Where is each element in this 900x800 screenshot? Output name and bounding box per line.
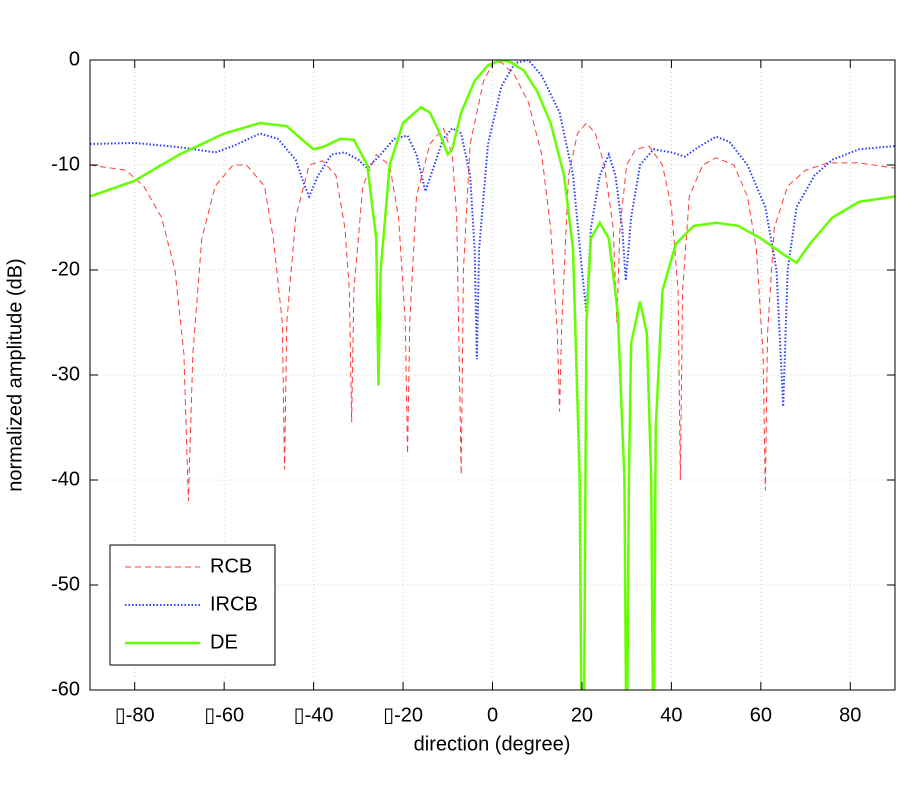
series-line: [90, 61, 895, 502]
y-tick-label: -20: [51, 258, 80, 280]
x-tick-label: ▯-20: [383, 704, 423, 726]
x-tick-label: 0: [487, 704, 498, 726]
x-tick-label: 60: [750, 704, 772, 726]
legend: RCB IRCB DE: [109, 544, 276, 666]
y-tick-label: -10: [51, 153, 80, 175]
y-tick-label: 0: [69, 48, 80, 70]
legend-label: RCB: [210, 555, 252, 577]
x-tick-label: ▯-60: [204, 704, 244, 726]
x-tick-label: ▯-80: [115, 704, 155, 726]
y-tick-label: -60: [51, 678, 80, 700]
ticks: ▯-80 ▯-60 ▯-40 ▯-20 0 20 40 60 80 0 -10 -20 -30 -40 -5…: [51, 48, 895, 726]
series-line: [90, 60, 895, 690]
y-tick-label: -40: [51, 468, 80, 490]
x-axis-label: direction (degree): [414, 733, 571, 755]
y-tick-label: -50: [51, 573, 80, 595]
x-tick-label: 40: [660, 704, 682, 726]
legend-label: DE: [210, 631, 238, 653]
x-tick-label: 20: [571, 704, 593, 726]
legend-label: IRCB: [210, 593, 258, 615]
x-tick-label: ▯-40: [294, 704, 334, 726]
x-tick-label: 80: [839, 704, 861, 726]
y-tick-label: -30: [51, 363, 80, 385]
y-axis-label: normalized amplitude (dB): [4, 258, 26, 491]
plot-lines: [90, 60, 895, 690]
